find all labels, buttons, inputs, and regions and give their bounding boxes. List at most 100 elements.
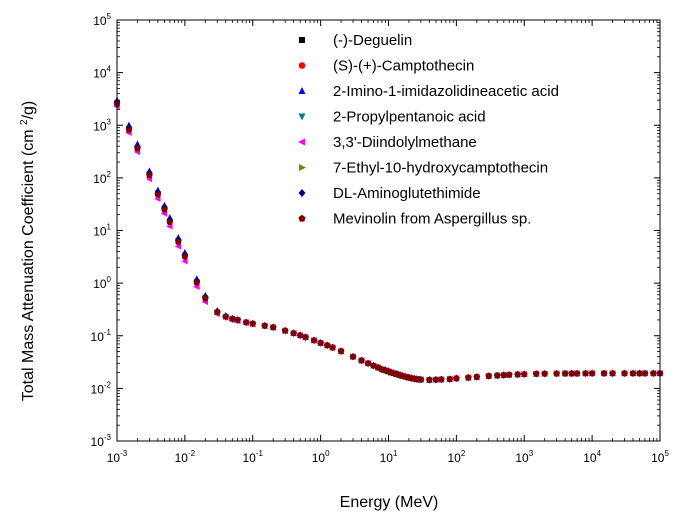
data-point: [582, 369, 589, 377]
data-point: [329, 343, 336, 351]
data-points: [113, 96, 664, 384]
y-axis-title-sup: 2: [19, 119, 30, 125]
y-tick-label: 102: [93, 170, 111, 186]
data-point: [650, 369, 657, 377]
data-point: [249, 320, 257, 327]
x-tick-label: 10-1: [243, 449, 264, 465]
data-point: [228, 315, 236, 322]
data-point: [500, 371, 508, 378]
y-axis-title: Total Mass Attenuation Coefficient (cm 2…: [19, 101, 37, 402]
legend-marker: [298, 87, 306, 94]
data-point: [134, 145, 141, 152]
legend-label: DL-Aminoglutethimide: [333, 185, 481, 202]
x-axis-title: Energy (MeV): [340, 494, 439, 511]
data-point: [432, 376, 440, 383]
data-point: [174, 238, 182, 245]
data-point: [364, 359, 372, 367]
legend-label: 2-Propylpentanoic acid: [333, 109, 486, 126]
legend-marker: [299, 164, 306, 171]
plot-frame: [116, 19, 661, 442]
data-point: [125, 126, 133, 133]
data-point: [600, 369, 608, 377]
data-point: [358, 356, 365, 364]
data-point: [222, 313, 230, 320]
y-tick-label: 101: [93, 223, 111, 239]
data-point: [532, 370, 540, 377]
data-point: [568, 369, 576, 377]
y-axis-title-unit: /g): [20, 101, 37, 120]
legend-marker: [298, 189, 306, 197]
data-point: [426, 376, 433, 383]
data-point: [417, 376, 425, 383]
data-point: [437, 375, 445, 383]
data-point: [290, 329, 297, 336]
data-point: [337, 347, 345, 354]
y-tick-label: 10-1: [91, 328, 112, 344]
data-point: [242, 318, 250, 326]
data-point: [493, 371, 501, 379]
x-axis-ticks: 10-3 10-2 10-1 100 101 102 103 104 105: [107, 20, 669, 465]
data-point: [234, 316, 242, 323]
data-point: [213, 308, 221, 316]
data-point: [349, 353, 357, 360]
y-tick-label: 103: [93, 117, 111, 133]
data-point: [453, 374, 460, 382]
x-tick-label: 10-2: [175, 449, 196, 465]
y-tick-label: 104: [93, 65, 111, 81]
x-tick-label: 101: [380, 449, 398, 465]
data-point: [636, 369, 643, 377]
x-tick-label: 103: [515, 449, 533, 465]
data-point: [588, 369, 596, 377]
y-tick-label: 10-2: [91, 380, 112, 396]
data-point: [181, 258, 188, 265]
data-point: [166, 218, 174, 225]
legend-marker: [298, 113, 306, 121]
legend-label: 7-Ethyl-10-hydroxycamptothecin: [333, 160, 548, 177]
data-point: [154, 191, 162, 198]
legend-marker: [298, 62, 306, 69]
data-point: [541, 370, 549, 377]
legend-marker: [298, 138, 305, 146]
legend-label: 3,3'-Diindolylmethane: [333, 134, 477, 151]
data-point: [473, 373, 481, 380]
data-point: [446, 375, 454, 382]
legend: (-)-Deguelin (S)-(+)-Camptothecin 2-Imino-…: [298, 32, 559, 228]
x-tick-label: 100: [312, 449, 330, 465]
data-point: [465, 374, 472, 381]
y-axis-ticks: 10-3 10-2 10-1 100 101 102 103 104 105: [91, 12, 660, 449]
legend-marker: [298, 214, 306, 222]
y-tick-label: 105: [93, 12, 111, 28]
data-point: [302, 333, 309, 340]
series-7: [113, 100, 664, 383]
data-point: [609, 369, 616, 377]
data-point: [520, 370, 528, 378]
legend-marker: [299, 37, 305, 43]
legend-label: 2-Imino-1-imidazolidineacetic acid: [333, 83, 559, 100]
data-point: [161, 206, 168, 213]
x-tick-label: 102: [447, 449, 465, 465]
x-tick-label: 105: [651, 449, 669, 465]
x-tick-label: 10-3: [107, 449, 128, 465]
legend-label: (-)-Deguelin: [333, 32, 412, 49]
data-point: [485, 372, 493, 379]
data-point: [261, 322, 269, 329]
data-point: [317, 339, 324, 346]
data-point: [193, 279, 201, 286]
data-point: [505, 371, 513, 378]
data-point: [514, 370, 521, 378]
data-point: [174, 243, 181, 250]
y-axis-title-main: Total Mass Attenuation Coefficient (cm: [20, 125, 37, 401]
data-point: [310, 336, 318, 344]
data-point: [621, 369, 628, 377]
data-point: [181, 253, 189, 260]
data-point: [629, 369, 637, 377]
data-point: [146, 171, 153, 179]
data-point: [553, 370, 560, 377]
y-tick-label: 100: [93, 275, 111, 291]
data-point: [573, 369, 581, 377]
x-tick-label: 104: [583, 449, 601, 465]
data-point: [281, 327, 289, 334]
data-point: [641, 369, 649, 377]
data-point: [201, 295, 209, 302]
